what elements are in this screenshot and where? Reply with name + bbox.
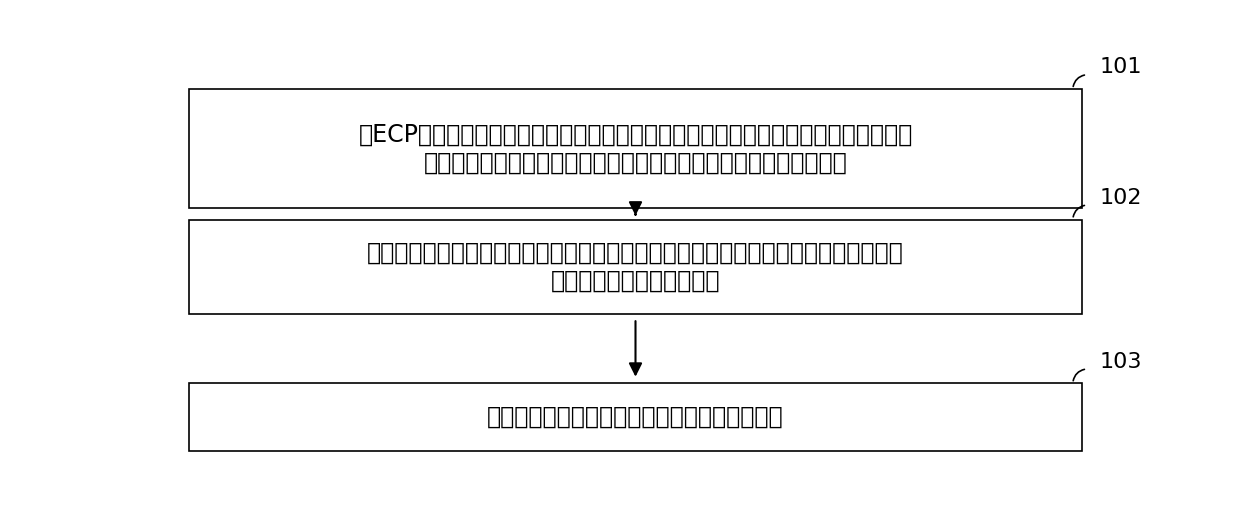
Text: 102: 102 (1100, 188, 1142, 208)
Text: 待第一数据消息发送完成后，发送第二数据消息: 待第一数据消息发送完成后，发送第二数据消息 (487, 405, 784, 429)
Text: 别判断第一数据消息的发送端和第二数据消息的发送端的通信优先级: 别判断第一数据消息的发送端和第二数据消息的发送端的通信优先级 (424, 150, 847, 174)
Text: 当判断第一数据消息的发送端为通信高优先级，第二数据消息的发送端为通信低优先级: 当判断第一数据消息的发送端为通信高优先级，第二数据消息的发送端为通信低优先级 (367, 241, 904, 265)
Text: 101: 101 (1100, 57, 1142, 77)
Bar (188, 89, 1083, 208)
Text: 当ECP显示终端欲发送第一数据消息，且同时头端控制单元欲发送第二数据消息时，分: 当ECP显示终端欲发送第一数据消息，且同时头端控制单元欲发送第二数据消息时，分 (358, 123, 913, 147)
Text: 103: 103 (1100, 352, 1142, 372)
Text: 时，优先发送第一数据消息: 时，优先发送第一数据消息 (551, 269, 720, 293)
Bar (188, 384, 1083, 450)
Bar (188, 220, 1083, 314)
